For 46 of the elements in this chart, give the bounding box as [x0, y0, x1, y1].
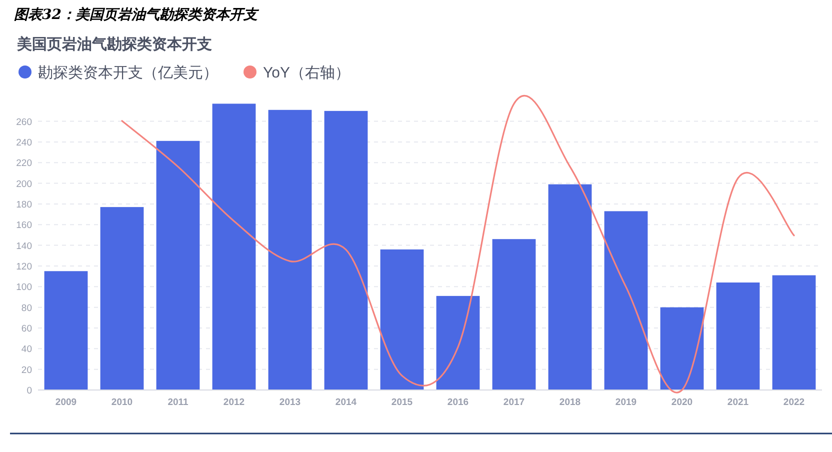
y-tick-label: 160 — [16, 220, 32, 232]
y-tick-label: 40 — [21, 344, 32, 356]
bar — [324, 110, 368, 390]
x-tick-label: 2022 — [783, 397, 805, 408]
x-tick-label: 2018 — [559, 397, 581, 408]
y-tick-label: 140 — [16, 240, 32, 252]
bar — [436, 296, 480, 390]
x-tick-label: 2021 — [727, 397, 750, 408]
y-tick-label: 0 — [26, 386, 32, 396]
x-tick-label: 2011 — [168, 397, 190, 408]
y-tick-label: 260 — [16, 116, 32, 128]
y-tick-label: 180 — [16, 199, 32, 210]
bar — [716, 282, 760, 390]
bar — [212, 104, 256, 390]
bar — [548, 184, 592, 390]
x-tick-label: 2016 — [447, 397, 469, 408]
x-tick-label: 2020 — [671, 397, 693, 408]
y-tick-label: 120 — [16, 261, 32, 272]
bar — [380, 249, 424, 390]
legend-label: 勘探类资本开支（亿美元） — [38, 64, 218, 82]
bar — [492, 239, 536, 390]
x-tick-label: 2013 — [279, 397, 301, 408]
x-tick-label: 2015 — [391, 397, 414, 408]
y-tick-label: 100 — [16, 282, 32, 294]
chart-subtitle: 美国页岩油气勘探类资本开支 — [16, 35, 212, 53]
y-tick-label: 60 — [21, 323, 32, 334]
y-tick-label: 220 — [16, 158, 32, 170]
x-tick-label: 2017 — [503, 397, 525, 408]
y-tick-label: 20 — [21, 364, 32, 376]
x-tick-label: 2014 — [335, 397, 358, 408]
x-tick-label: 2009 — [55, 397, 77, 408]
bar — [268, 110, 312, 390]
y-tick-label: 80 — [21, 302, 32, 314]
bar — [772, 275, 816, 390]
bar — [44, 271, 88, 390]
x-tick-label: 2012 — [223, 397, 245, 408]
y-tick-label: 200 — [16, 178, 32, 190]
legend-label: YoY（右轴） — [263, 64, 350, 82]
bar — [660, 307, 704, 390]
bar — [156, 140, 200, 390]
chart-title: 图表32：美国页岩油气勘探类资本开支 — [14, 6, 260, 23]
x-tick-label: 2010 — [111, 397, 133, 408]
y-tick-label: 240 — [16, 137, 32, 148]
x-tick-label: 2019 — [615, 397, 637, 408]
bar — [100, 207, 144, 390]
bar — [604, 211, 648, 390]
